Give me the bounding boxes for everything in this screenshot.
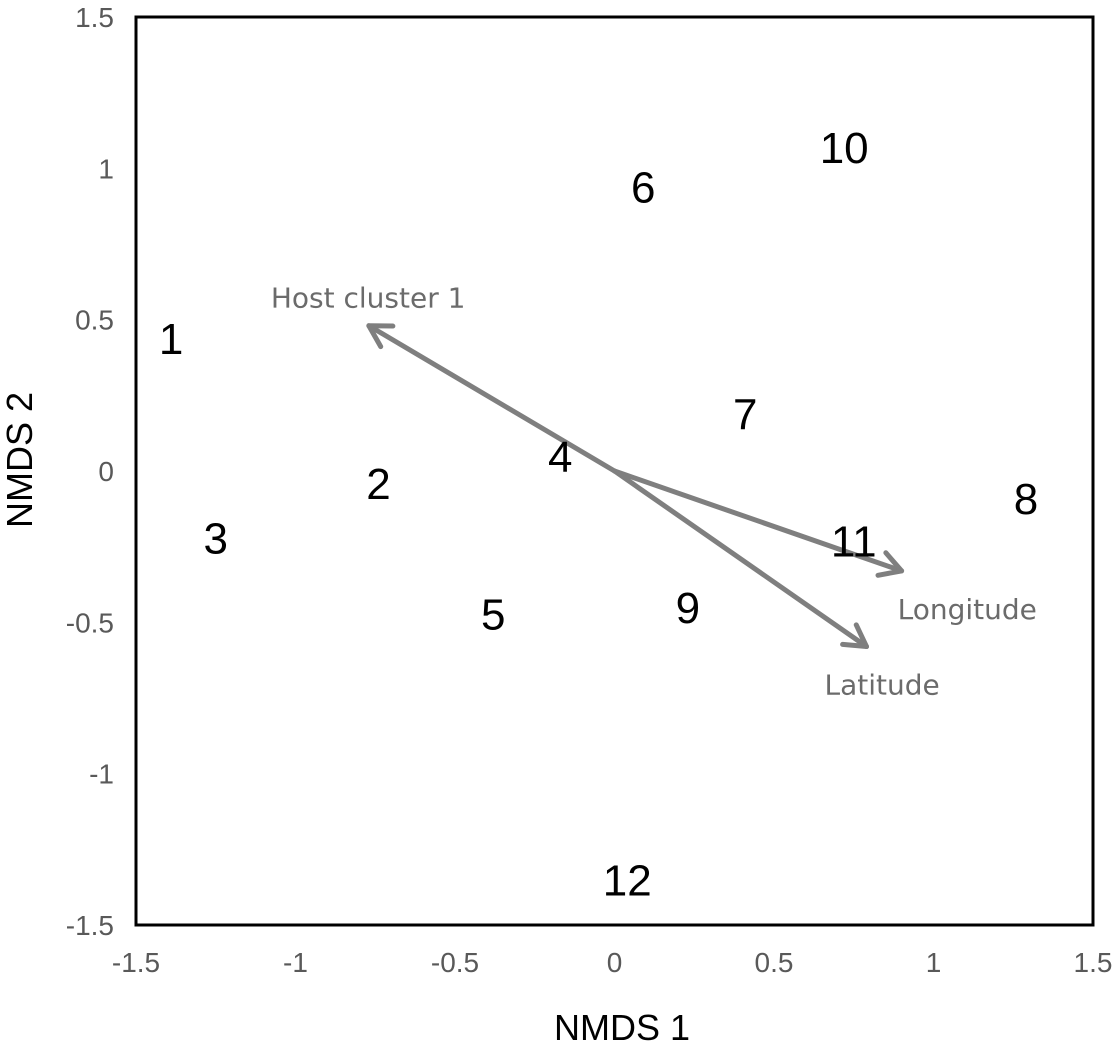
x-tick-label: 1.5 bbox=[1074, 947, 1113, 978]
vector-arrowhead bbox=[840, 622, 870, 650]
vector-label: Host cluster 1 bbox=[271, 282, 466, 315]
y-tick-label: 0 bbox=[98, 456, 114, 487]
x-tick-label: -0.5 bbox=[431, 947, 479, 978]
vector-line bbox=[612, 468, 870, 650]
site-point-label: 4 bbox=[548, 433, 572, 482]
x-tick-label: -1 bbox=[283, 947, 308, 978]
vector-label: Latitude bbox=[825, 669, 940, 702]
plot-frame bbox=[134, 15, 1095, 927]
site-point-label: 2 bbox=[366, 460, 390, 509]
vector-arrowhead bbox=[875, 550, 905, 578]
vector-line bbox=[612, 468, 905, 574]
x-tick-labels: -1.5 -1 -0.5 0 0.5 1 1.5 bbox=[112, 947, 1113, 978]
vector-label: Longitude bbox=[898, 593, 1037, 626]
x-tick-label: 1 bbox=[926, 947, 942, 978]
site-point-label: 3 bbox=[204, 515, 228, 564]
x-tick-label: 0.5 bbox=[755, 947, 794, 978]
site-point-label: 12 bbox=[603, 857, 652, 906]
y-tick-labels: -1.5 -1 -0.5 0 0.5 1 1.5 bbox=[66, 2, 114, 941]
y-tick-label: -1 bbox=[89, 759, 114, 790]
site-point-label: 11 bbox=[831, 518, 877, 567]
y-axis-title: NMDS 2 bbox=[0, 392, 40, 528]
y-tick-label: 0.5 bbox=[75, 305, 114, 336]
site-point-label: 6 bbox=[631, 163, 655, 212]
y-tick-label: -0.5 bbox=[66, 607, 114, 638]
site-point-label: 5 bbox=[481, 590, 505, 639]
site-point-label: 9 bbox=[676, 584, 700, 633]
site-point-label: 8 bbox=[1014, 475, 1038, 524]
env-vectors: Host cluster 1 Longitude Latitude bbox=[271, 282, 1037, 702]
vector-line bbox=[366, 323, 617, 474]
x-axis-title: NMDS 1 bbox=[554, 1007, 690, 1045]
y-tick-label: 1.5 bbox=[75, 2, 114, 33]
vector-arrowhead bbox=[366, 323, 396, 350]
site-point-label: 7 bbox=[733, 390, 757, 439]
x-tick-label: -1.5 bbox=[112, 947, 160, 978]
site-point-label: 10 bbox=[820, 124, 869, 173]
x-tick-label: 0 bbox=[607, 947, 623, 978]
y-tick-label: 1 bbox=[98, 153, 114, 184]
site-point-label: 1 bbox=[159, 315, 183, 364]
y-tick-label: -1.5 bbox=[66, 910, 114, 941]
